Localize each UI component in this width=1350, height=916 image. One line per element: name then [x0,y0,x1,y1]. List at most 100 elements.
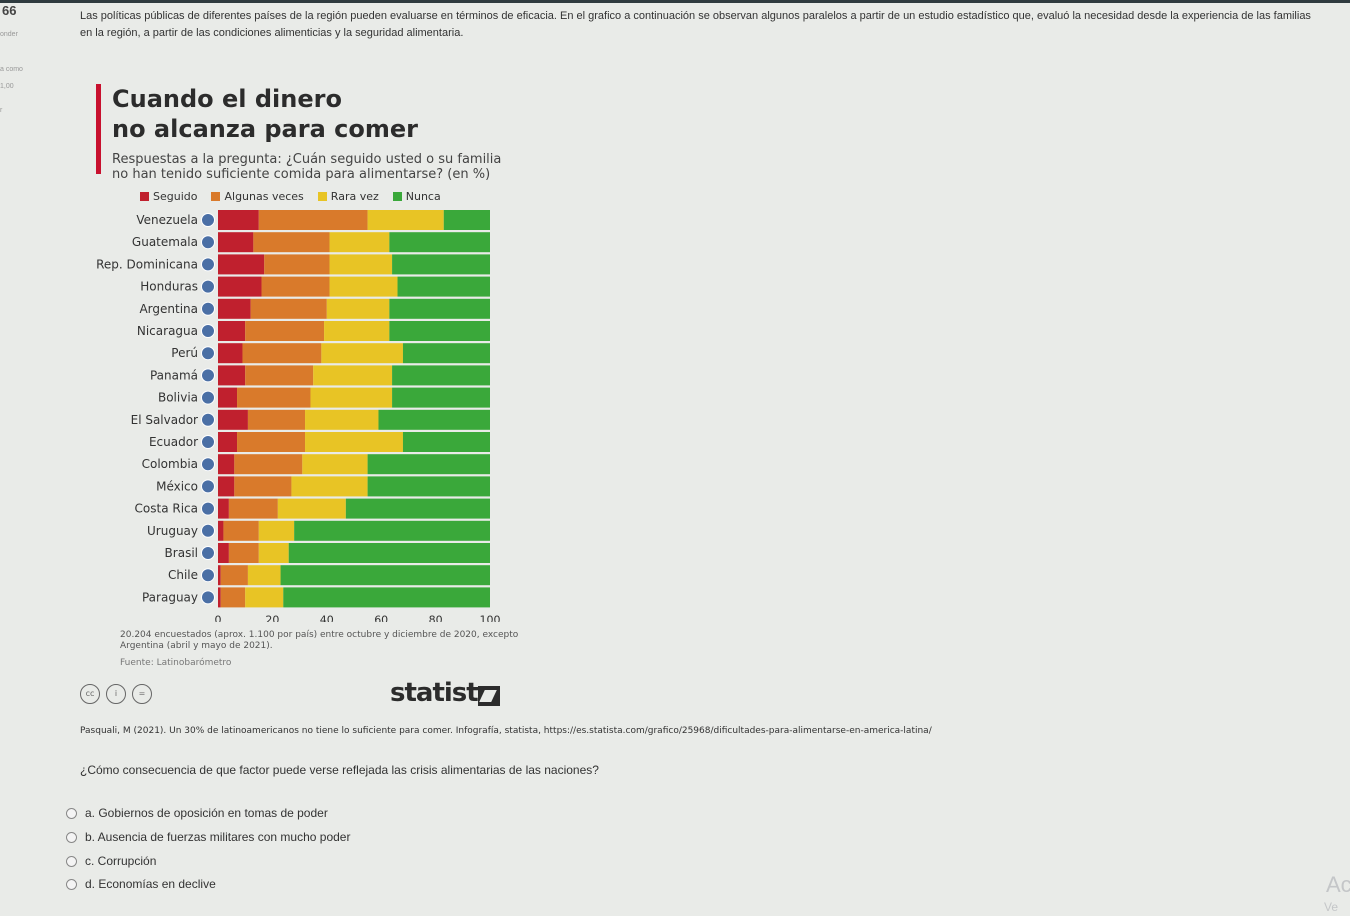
flag-icon [201,501,215,516]
flag-icon [201,346,215,361]
bar-segment [291,476,368,497]
bar-segment [367,454,490,475]
bar-segment [218,543,229,563]
category-label: Colombia [142,457,198,471]
bar-segment [220,565,248,586]
option-b[interactable]: b. Ausencia de fuerzas militares con muc… [66,830,350,844]
bar-segment [302,454,368,475]
category-label: Perú [171,346,198,360]
bar-segment [277,498,346,519]
intro-paragraph: Las políticas públicas de diferentes paí… [80,10,1311,39]
bar-segment [218,232,254,253]
legend-item: Nunca [392,190,441,203]
bar-segment [218,409,248,430]
category-label: Guatemala [132,235,198,249]
bar-segment [223,520,259,541]
bar-segment [234,476,292,497]
bar-segment [378,409,490,430]
bar-segment [237,387,311,408]
title-accent-bar [96,84,101,174]
bar-segment [389,321,490,341]
legend-item: Rara vez [317,190,379,203]
bar-segment [305,432,403,452]
chart-legend: Seguido Algunas veces Rara vez Nunca [140,190,441,203]
bar-segment [326,298,390,319]
category-label: Paraguay [142,590,198,604]
infographic-subtitle: Respuestas a la pregunta: ¿Cuán seguido … [112,152,502,182]
radio-button[interactable] [66,831,77,843]
bar-segment [321,343,403,364]
legend-swatch [317,192,327,201]
bar-segment [218,343,243,364]
citation: Pasquali, M (2021). Un 30% de latinoamer… [80,726,932,736]
bar-segment [283,587,490,608]
radio-button[interactable] [66,855,77,867]
bar-segment [305,409,379,430]
bar-segment [218,565,221,586]
bar-segment [247,565,281,586]
bar-segment [294,520,490,541]
bar-segment [218,298,251,319]
flag-icon [201,235,215,250]
flag-icon [201,523,215,538]
legend-item: Seguido [140,190,197,203]
bar-segment [389,298,490,319]
flag-icon [201,301,215,316]
infographic-title: Cuando el dinero no alcanza para comer [112,84,418,144]
x-tick-label: 0 [215,614,222,622]
category-label: Costa Rica [135,502,198,516]
legend-swatch [140,192,149,201]
option-a[interactable]: a. Gobiernos de oposición en tomas de po… [66,806,328,820]
bar-segment [218,587,221,608]
bar-segment [228,543,259,563]
bar-segment [345,498,490,519]
bar-segment [218,254,265,275]
bar-segment [324,321,390,341]
bar-segment [392,254,490,275]
no-derivatives-icon: = [132,684,152,704]
legend-label: Seguido [153,190,198,203]
bar-segment [247,409,306,430]
bar-segment [402,343,490,364]
bar-segment [245,321,325,341]
flag-icon [201,435,215,449]
flag-icon [201,324,215,338]
chart-note: 20.204 encuestados (aprox. 1.100 por paí… [120,630,519,651]
bar-segment [250,298,327,319]
title-line-1: Cuando el dinero [112,85,342,113]
radio-button[interactable] [66,878,77,890]
bar-segment [310,387,393,408]
flag-icon [201,257,215,272]
bar-segment [245,587,284,608]
bar-segment [258,210,368,230]
bar-segment [218,321,246,341]
x-tick-label: 100 [480,614,501,622]
flag-icon [201,568,215,583]
flag-icon [201,479,215,494]
flag-icon [201,213,215,227]
flag-icon [201,368,215,383]
option-d[interactable]: d. Economías en declive [66,877,216,891]
category-label: Bolivia [158,391,198,405]
bar-segment [228,498,278,519]
option-c[interactable]: c. Corrupción [66,854,156,868]
bar-segment [234,454,303,475]
bar-segment [258,520,295,541]
category-label: Brasil [165,546,198,560]
bar-segment [218,520,224,541]
chart-source: Fuente: Latinobarómetro [120,658,232,668]
x-tick-label: 20 [265,614,279,622]
bar-segment [220,587,246,608]
category-label: México [156,479,198,493]
radio-button[interactable] [66,807,77,819]
flag-icon [201,412,215,427]
statista-logo-icon [478,686,500,706]
activation-watermark: Ac [1326,872,1350,897]
bar-segment [264,254,330,275]
category-label: Rep. Dominicana [96,257,198,271]
bar-segment [218,365,246,386]
bar-segment [218,210,259,230]
category-label: Panamá [150,368,198,382]
bar-segment [218,498,229,519]
stacked-bar-chart: Venezuela Guatemala Rep. Dominicana Hondura… [96,210,501,622]
